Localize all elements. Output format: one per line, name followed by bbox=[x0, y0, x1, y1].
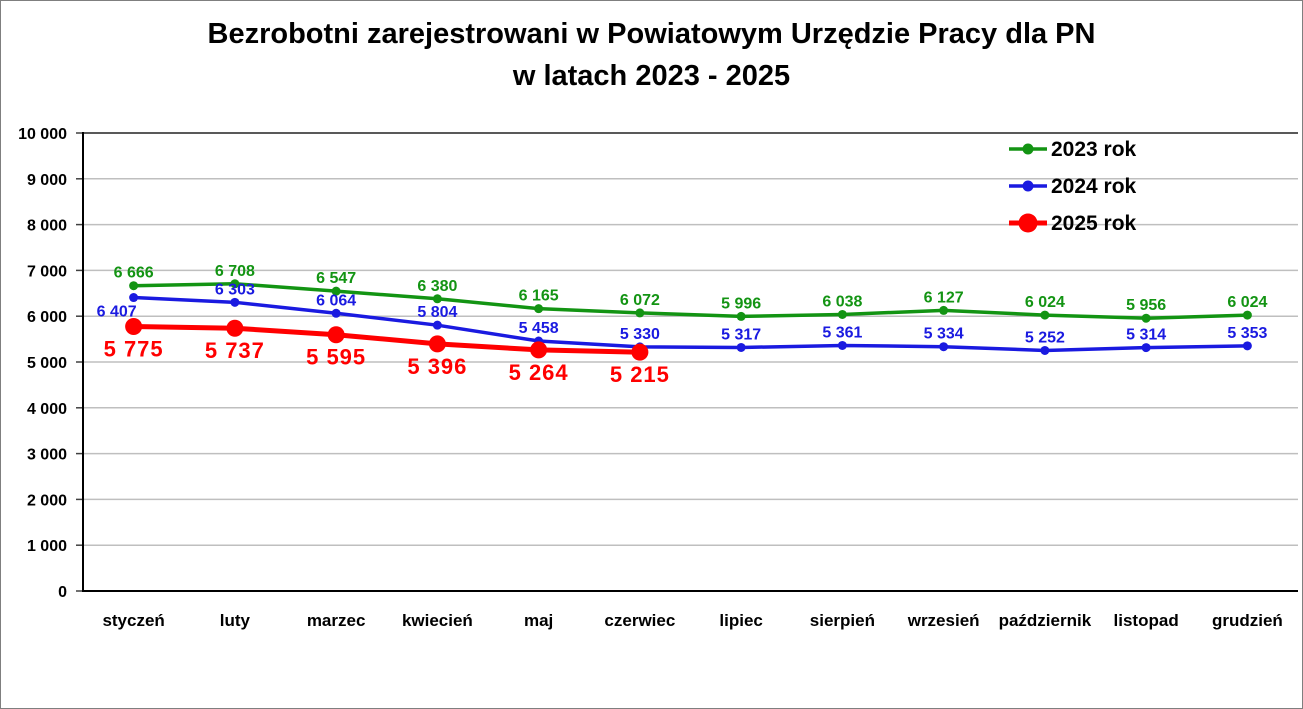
y-axis-tick-label: 9 000 bbox=[27, 172, 67, 189]
data-label: 5 264 bbox=[509, 360, 569, 385]
legend-label: 2025 rok bbox=[1051, 212, 1137, 235]
data-label: 6 024 bbox=[1227, 294, 1267, 311]
series-marker-2024-rok bbox=[331, 308, 341, 318]
legend-label: 2023 rok bbox=[1051, 138, 1137, 161]
data-label: 6 127 bbox=[924, 289, 964, 306]
x-axis-category-label: listopad bbox=[1114, 611, 1179, 630]
data-label: 5 396 bbox=[407, 354, 467, 379]
series-marker-2023-rok bbox=[331, 286, 341, 296]
data-label: 5 458 bbox=[519, 320, 559, 337]
series-marker-2025-rok bbox=[530, 341, 548, 359]
series-marker-2024-rok bbox=[1242, 341, 1252, 351]
x-axis-category-label: kwiecień bbox=[402, 611, 473, 630]
series-marker-2023-rok bbox=[939, 305, 949, 315]
y-axis-tick-label: 10 000 bbox=[18, 126, 67, 143]
legend-marker-swatch bbox=[1018, 213, 1038, 233]
data-label: 6 038 bbox=[822, 293, 862, 310]
x-axis-category-label: marzec bbox=[307, 611, 366, 630]
legend-label: 2024 rok bbox=[1051, 175, 1137, 198]
series-marker-2024-rok bbox=[129, 293, 139, 303]
x-axis-category-label: wrzesień bbox=[907, 611, 980, 630]
data-label: 6 165 bbox=[519, 288, 559, 305]
data-label: 6 380 bbox=[417, 278, 457, 295]
series-marker-2023-rok bbox=[1141, 313, 1151, 323]
legend-marker-swatch bbox=[1022, 143, 1034, 155]
series-marker-2023-rok bbox=[736, 311, 746, 321]
data-label: 5 317 bbox=[721, 326, 761, 343]
data-label: 5 996 bbox=[721, 295, 761, 312]
y-axis-tick-label: 8 000 bbox=[27, 218, 67, 235]
data-label: 5 330 bbox=[620, 326, 660, 343]
data-label: 6 666 bbox=[114, 265, 154, 282]
y-axis-tick-label: 3 000 bbox=[27, 447, 67, 464]
data-label: 5 215 bbox=[610, 362, 670, 387]
series-marker-2025-rok bbox=[125, 318, 143, 336]
series-marker-2024-rok bbox=[939, 342, 949, 352]
series-line-2025-rok bbox=[131, 324, 643, 355]
series-marker-2025-rok bbox=[631, 343, 649, 361]
data-label: 5 737 bbox=[205, 338, 265, 363]
y-axis-tick-label: 0 bbox=[58, 584, 67, 601]
data-label: 6 547 bbox=[316, 270, 356, 287]
data-label: 5 252 bbox=[1025, 329, 1065, 346]
x-axis-category-label: grudzień bbox=[1212, 611, 1283, 630]
chart-title: Bezrobotni zarejestrowani w Powiatowym U… bbox=[1, 13, 1302, 97]
series-marker-2024-rok bbox=[837, 340, 847, 350]
legend-marker-swatch bbox=[1022, 180, 1034, 192]
x-axis-category-label: sierpień bbox=[810, 611, 875, 630]
series-marker-2023-rok bbox=[534, 304, 544, 314]
x-axis-category-label: czerwiec bbox=[604, 611, 675, 630]
series-marker-2024-rok bbox=[1141, 343, 1151, 353]
data-label: 5 314 bbox=[1126, 327, 1166, 344]
data-label: 6 072 bbox=[620, 292, 660, 309]
series-marker-2023-rok bbox=[230, 279, 240, 289]
data-label: 5 775 bbox=[104, 337, 164, 362]
series-line-2023-rok bbox=[131, 282, 1250, 320]
y-axis-tick-label: 5 000 bbox=[27, 355, 67, 372]
data-label: 6 024 bbox=[1025, 294, 1065, 311]
series-marker-2023-rok bbox=[1242, 310, 1252, 320]
chart-title-line2: w latach 2023 - 2025 bbox=[512, 60, 791, 92]
series-marker-2024-rok bbox=[432, 320, 442, 330]
series-marker-2025-rok bbox=[327, 326, 345, 344]
x-axis-category-label: luty bbox=[220, 611, 251, 630]
data-label: 5 334 bbox=[924, 326, 964, 343]
y-axis-tick-label: 2 000 bbox=[27, 492, 67, 509]
data-label: 5 595 bbox=[306, 345, 366, 370]
y-axis-tick-label: 6 000 bbox=[27, 309, 67, 326]
data-label: 5 361 bbox=[822, 324, 862, 341]
data-label: 6 708 bbox=[215, 263, 255, 280]
data-label: 6 064 bbox=[316, 292, 356, 309]
series-marker-2025-rok bbox=[428, 335, 446, 353]
data-label: 5 353 bbox=[1227, 325, 1267, 342]
series-line-2024-rok bbox=[131, 295, 1250, 353]
data-label: 6 407 bbox=[97, 304, 137, 321]
x-axis-category-label: maj bbox=[524, 611, 553, 630]
x-axis-category-label: lipiec bbox=[719, 611, 762, 630]
chart-title-line1: Bezrobotni zarejestrowani w Powiatowym U… bbox=[207, 18, 1096, 50]
x-axis-category-label: październik bbox=[999, 611, 1092, 630]
series-marker-2024-rok bbox=[230, 297, 240, 307]
series-marker-2024-rok bbox=[736, 342, 746, 352]
series-marker-2023-rok bbox=[837, 309, 847, 319]
data-label: 5 956 bbox=[1126, 297, 1166, 314]
y-axis-tick-label: 7 000 bbox=[27, 263, 67, 280]
data-label: 5 804 bbox=[417, 304, 457, 321]
series-marker-2023-rok bbox=[129, 281, 139, 291]
y-axis-tick-label: 1 000 bbox=[27, 538, 67, 555]
series-marker-2024-rok bbox=[1040, 345, 1050, 355]
y-axis-tick-label: 4 000 bbox=[27, 401, 67, 418]
data-label: 6 303 bbox=[215, 281, 255, 298]
series-marker-2023-rok bbox=[432, 294, 442, 304]
x-axis-category-label: styczeń bbox=[102, 611, 164, 630]
series-marker-2025-rok bbox=[226, 319, 244, 337]
series-marker-2023-rok bbox=[635, 308, 645, 318]
series-marker-2023-rok bbox=[1040, 310, 1050, 320]
